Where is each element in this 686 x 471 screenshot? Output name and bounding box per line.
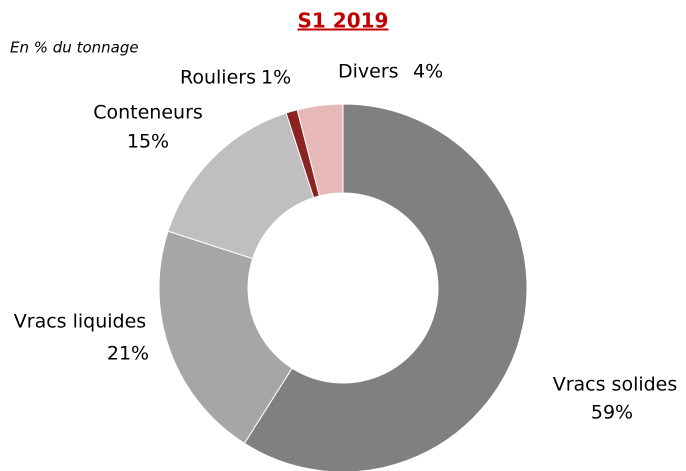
slice <box>243 103 528 471</box>
value-label: 21% <box>107 343 149 365</box>
category-label: Vracs solides <box>553 374 678 396</box>
category-label: Divers <box>338 61 399 83</box>
category-label: Vracs liquides <box>14 311 146 333</box>
slice <box>296 103 344 197</box>
value-label: 15% <box>127 131 169 153</box>
value-label: 4% <box>413 61 443 83</box>
slice <box>158 230 293 445</box>
category-label: Rouliers <box>180 67 256 89</box>
value-label: 59% <box>591 402 633 424</box>
chart-title: S1 2019 <box>298 9 389 33</box>
category-label: Conteneurs <box>93 102 203 124</box>
slice <box>167 112 315 260</box>
chart-subtitle: En % du tonnage <box>10 39 139 57</box>
value-label: 1% <box>261 67 291 89</box>
